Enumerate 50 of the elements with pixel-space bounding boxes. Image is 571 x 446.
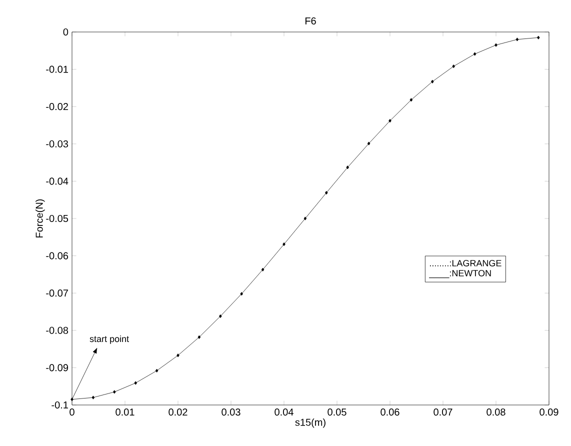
y-tick-label: -0.09 [46, 364, 68, 372]
y-tick-label: 0 [63, 28, 68, 36]
y-tick-label: -0.02 [46, 103, 68, 110]
point [198, 335, 201, 339]
x-tick-label: 0.07 [434, 408, 452, 416]
x-tick-label: 0.09 [540, 408, 558, 416]
x-tick-label: 0.08 [486, 408, 506, 416]
y-axis-title: Force(N) [35, 199, 45, 238]
chart-title: F6 [305, 17, 316, 24]
y-tick-label: -0.07 [46, 290, 68, 297]
point [410, 98, 413, 102]
point [431, 80, 434, 84]
y-tick-label: -0.06 [46, 252, 68, 260]
y-tick-label: -0.01 [46, 66, 68, 73]
x-axis-title: s15(m) [295, 418, 326, 428]
annotation: ____:NEWTON [429, 270, 491, 278]
point [240, 292, 243, 296]
point [452, 64, 455, 68]
y-tick-label: -0.03 [46, 140, 68, 148]
point [494, 43, 498, 47]
annotation: ........:LAGRANGE [430, 260, 502, 266]
point [367, 142, 370, 146]
point [346, 166, 349, 170]
x-tick-label: 0.05 [328, 408, 346, 416]
point [219, 314, 222, 318]
point [92, 396, 95, 400]
x-tick-label: 0.06 [380, 408, 400, 416]
point [113, 390, 116, 394]
point [388, 118, 392, 123]
point [325, 190, 328, 195]
annotation: start point [90, 335, 129, 344]
x-tick-label: 0 [70, 408, 74, 416]
x-tick-label: 0.04 [274, 408, 294, 416]
y-tick-label: -0.05 [46, 214, 68, 222]
y-tick-label: -0.08 [46, 326, 68, 334]
x-tick-label: 0.03 [222, 408, 240, 416]
point [282, 242, 286, 246]
y-tick-label: -0.04 [46, 178, 68, 185]
point [176, 354, 180, 358]
point [261, 268, 264, 272]
point [516, 38, 519, 42]
point [304, 216, 307, 220]
point [155, 368, 158, 372]
point [473, 52, 476, 56]
y-tick-label: -0.1 [52, 401, 68, 409]
x-tick-label: 0.02 [168, 408, 188, 416]
x-tick-label: 0.01 [116, 408, 134, 416]
point [134, 381, 137, 385]
point [70, 398, 74, 402]
point [537, 36, 540, 40]
